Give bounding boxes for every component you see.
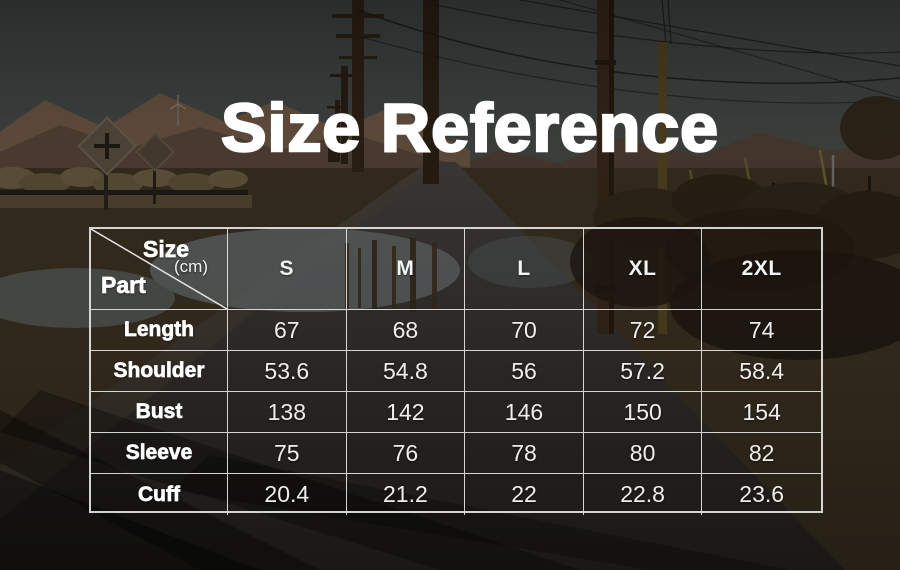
table-cell: 80 — [583, 433, 703, 474]
table-cell: 70 — [465, 310, 584, 351]
size-table: Size (cm) Part S M L XL 2XL Length 67 68… — [89, 227, 823, 515]
table-cell: 68 — [346, 310, 466, 351]
table-cell: 74 — [702, 310, 821, 351]
table-cell: 75 — [228, 433, 347, 474]
column-header-xl: XL — [583, 229, 703, 310]
corner-cell: Size (cm) Part — [91, 229, 228, 310]
corner-size-label: Size — [143, 236, 190, 263]
table-cell: 82 — [702, 433, 821, 474]
table-cell: 72 — [583, 310, 703, 351]
row-label-sleeve: Sleeve — [91, 433, 228, 474]
column-header-s: S — [228, 229, 347, 310]
row-label-bust: Bust — [91, 392, 228, 433]
table-cell: 138 — [228, 392, 347, 433]
table-cell: 146 — [465, 392, 584, 433]
table-cell: 142 — [346, 392, 466, 433]
table-cell: 57.2 — [583, 351, 703, 392]
table-cell: 150 — [583, 392, 703, 433]
row-label-shoulder: Shoulder — [91, 351, 228, 392]
table-cell: 56 — [465, 351, 584, 392]
table-cell: 54.8 — [346, 351, 466, 392]
corner-diagonal-line — [91, 229, 227, 309]
row-label-length: Length — [91, 310, 228, 351]
page-title: Size Reference — [220, 90, 719, 166]
column-header-2xl: 2XL — [702, 229, 821, 310]
table-cell: 154 — [702, 392, 821, 433]
column-header-m: M — [346, 229, 466, 310]
table-cell: 53.6 — [228, 351, 347, 392]
table-cell: 76 — [346, 433, 466, 474]
table-cell: 20.4 — [228, 474, 347, 515]
table-cell: 23.6 — [739, 481, 785, 507]
corner-unit-label: (cm) — [174, 257, 208, 276]
column-header-l: L — [465, 229, 584, 310]
table-cell: 67 — [228, 310, 347, 351]
corner-part-label: Part — [101, 272, 146, 299]
table-cell: 21.2 — [347, 474, 466, 515]
row-label-cuff: Cuff — [91, 474, 228, 515]
table-cell: 78 — [465, 433, 584, 474]
table-cell: 22.8 — [584, 474, 703, 515]
table-cell: 22 — [465, 474, 584, 515]
table-cell: 58.4 — [702, 351, 821, 392]
